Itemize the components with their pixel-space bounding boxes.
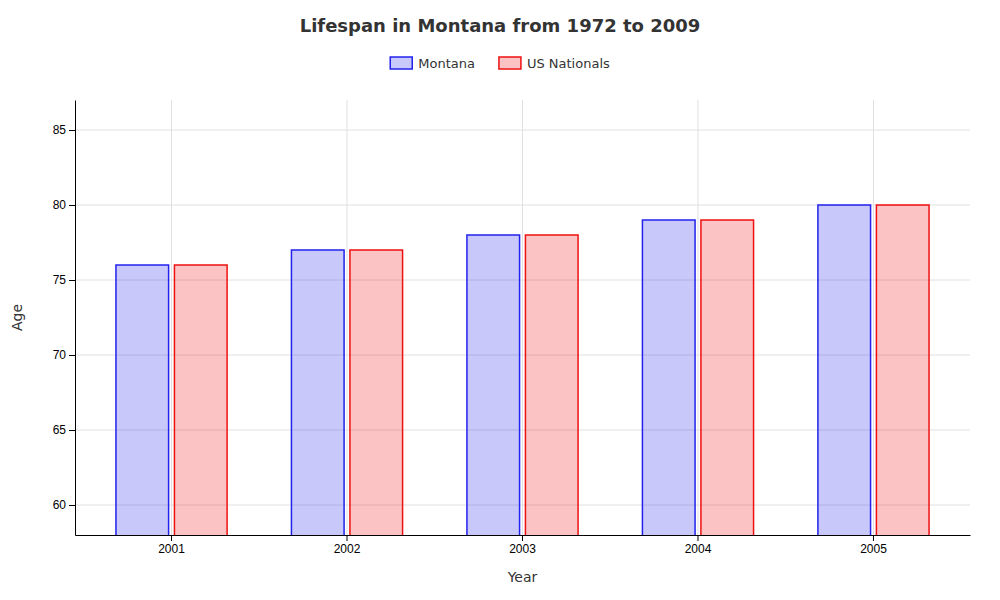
legend-item: US Nationals <box>499 56 610 71</box>
tick-label: 2003 <box>509 542 536 556</box>
legend-swatch <box>499 57 521 69</box>
tick: 75 <box>53 273 75 287</box>
tick-mark <box>697 535 698 541</box>
tick: 2001 <box>158 535 185 556</box>
bar <box>818 205 871 535</box>
bars <box>116 205 929 535</box>
grid-line-x <box>873 100 874 535</box>
legend-swatch <box>390 57 412 69</box>
tick-mark <box>522 535 523 541</box>
tick-mark <box>69 205 75 206</box>
bar <box>525 235 578 535</box>
x-axis: 2001 2002 2003 2004 2005 <box>76 535 971 556</box>
tick-mark <box>69 355 75 356</box>
tick: 2004 <box>685 535 712 556</box>
tick-label: 85 <box>53 123 67 137</box>
tick-label: 2001 <box>158 542 185 556</box>
tick: 85 <box>53 123 75 137</box>
tick: 60 <box>53 498 75 512</box>
tick-mark <box>69 505 75 506</box>
bar <box>174 265 227 535</box>
tick: 2003 <box>509 535 536 556</box>
bar <box>116 265 169 535</box>
axis-line <box>75 101 76 536</box>
title: Lifespan in Montana from 1972 to 2009 <box>300 15 701 36</box>
tick-label: 75 <box>53 273 67 287</box>
tick-mark <box>347 535 348 541</box>
tick-mark <box>69 130 75 131</box>
series <box>116 205 871 535</box>
chart: 2001 2002 2003 2004 2005 60 65 70 75 80 85 Year Age L… <box>0 0 1000 600</box>
bar <box>291 250 344 535</box>
grid-line-x <box>347 100 348 535</box>
plot: 2001 2002 2003 2004 2005 60 65 70 75 80 85 <box>53 100 971 600</box>
bar <box>701 220 754 535</box>
legend: Montana US Nationals <box>390 56 610 71</box>
tick-label: 80 <box>53 198 67 212</box>
bar <box>350 250 403 535</box>
tick: 70 <box>53 348 75 362</box>
tick: 2002 <box>334 535 361 556</box>
legend-label: US Nationals <box>527 56 610 71</box>
bar <box>642 220 695 535</box>
tick-label: 2005 <box>860 542 887 556</box>
tick: 65 <box>53 423 75 437</box>
tick-mark <box>873 535 874 541</box>
tick-mark <box>69 280 75 281</box>
y-axis-title: Age <box>9 304 25 331</box>
tick-label: 60 <box>53 498 67 512</box>
x-axis-title: Year <box>507 569 538 585</box>
y-axis: 60 65 70 75 80 85 <box>53 101 76 536</box>
tick: 2005 <box>860 535 887 556</box>
legend-item: Montana <box>390 56 475 71</box>
bar <box>467 235 520 535</box>
tick-label: 2004 <box>685 542 712 556</box>
tick-mark <box>69 430 75 431</box>
grid-line-x <box>522 100 523 535</box>
tick: 80 <box>53 198 75 212</box>
series <box>174 205 929 535</box>
tick-mark <box>171 535 172 541</box>
grid-line-x <box>697 100 698 535</box>
legend-label: Montana <box>418 56 475 71</box>
tick-label: 70 <box>53 348 67 362</box>
tick-label: 2002 <box>334 542 361 556</box>
grid-line-x <box>171 100 172 535</box>
tick-label: 65 <box>53 423 67 437</box>
bar <box>876 205 929 535</box>
